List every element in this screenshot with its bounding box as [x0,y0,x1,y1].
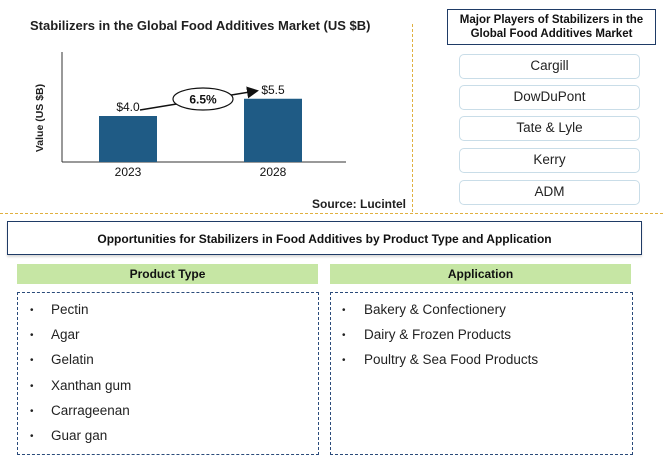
player-kerry: Kerry [459,148,640,173]
source-note: Source: Lucintel [312,197,407,211]
cagr-label: 6.5% [189,93,217,107]
application-header: Application [330,264,631,284]
chart-title: Stabilizers in the Global Food Additives… [30,18,371,33]
list-item: • Poultry & Sea Food Products [342,352,539,368]
list-item: • Xanthan gum [30,377,132,393]
list-item: • Gelatin [30,352,94,368]
data-label-2023: $4.0 [116,100,140,114]
bar-2023 [99,116,157,162]
player-cargill: Cargill [459,54,640,79]
x-tick-2023: 2023 [115,165,142,179]
horizontal-divider [0,213,663,214]
x-tick-2028: 2028 [260,165,287,179]
list-item: • Dairy & Frozen Products [342,327,512,343]
bar-2028 [244,98,302,162]
vertical-divider [412,24,413,212]
player-adm: ADM [459,180,640,205]
opportunities-title: Opportunities for Stabilizers in Food Ad… [7,221,642,255]
y-axis-label: Value (US $B) [34,84,46,152]
list-item: • Agar [30,327,80,343]
list-item: • Carrageenan [30,402,130,418]
player-tate-lyle: Tate & Lyle [459,116,640,141]
list-item: • Pectin [30,302,89,317]
player-dowdupont: DowDuPont [459,85,640,110]
product-type-header: Product Type [17,264,318,284]
list-item: • Bakery & Confectionery [342,302,506,317]
cagr-bubble [172,87,234,111]
players-panel-title: Major Players of Stabilizers in the Glob… [447,9,656,45]
product-type-list: • Pectin • Agar • Gelatin • Xanthan gum • Car… [17,292,319,455]
bar-chart: Value (US $B) $4.0 2023 $5.5 2028 6.5% [34,52,346,179]
application-list: • Bakery & Confectionery • Dairy & Frozen … [330,292,633,455]
data-label-2028: $5.5 [261,83,285,97]
list-item: • Guar gan [30,427,108,443]
